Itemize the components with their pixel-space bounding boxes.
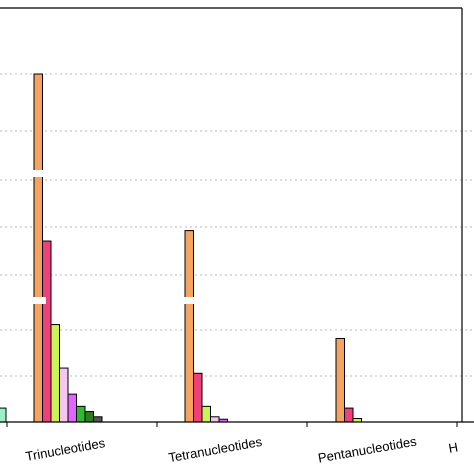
- bars: [0, 73, 362, 423]
- x-tick-labels: Trinucleotides Tetranucleotides Pentanucle…: [24, 433, 459, 465]
- bar: [210, 416, 220, 423]
- bar: [76, 405, 86, 423]
- bar: [42, 240, 52, 423]
- bar: [84, 411, 94, 423]
- gridlines: [0, 73, 474, 377]
- axis-break: [183, 297, 197, 304]
- axes: [0, 7, 474, 427]
- bar: [59, 367, 69, 423]
- bar: [344, 407, 354, 423]
- bar: [193, 372, 203, 423]
- bar: [184, 230, 194, 423]
- bar: [93, 416, 103, 423]
- bar: [67, 393, 77, 423]
- axis-break: [32, 297, 46, 304]
- x-tick-label: H: [447, 439, 459, 455]
- bar: [335, 337, 345, 423]
- x-tick-label: Trinucleotides: [24, 435, 106, 464]
- bar: [201, 405, 211, 423]
- x-tick-label: Tetranucleotides: [167, 434, 263, 465]
- x-tick-label: Pentanucleotides: [317, 433, 418, 465]
- bar: [50, 324, 60, 423]
- bar: [33, 73, 43, 423]
- bar: [0, 407, 7, 423]
- axis-break: [32, 170, 46, 177]
